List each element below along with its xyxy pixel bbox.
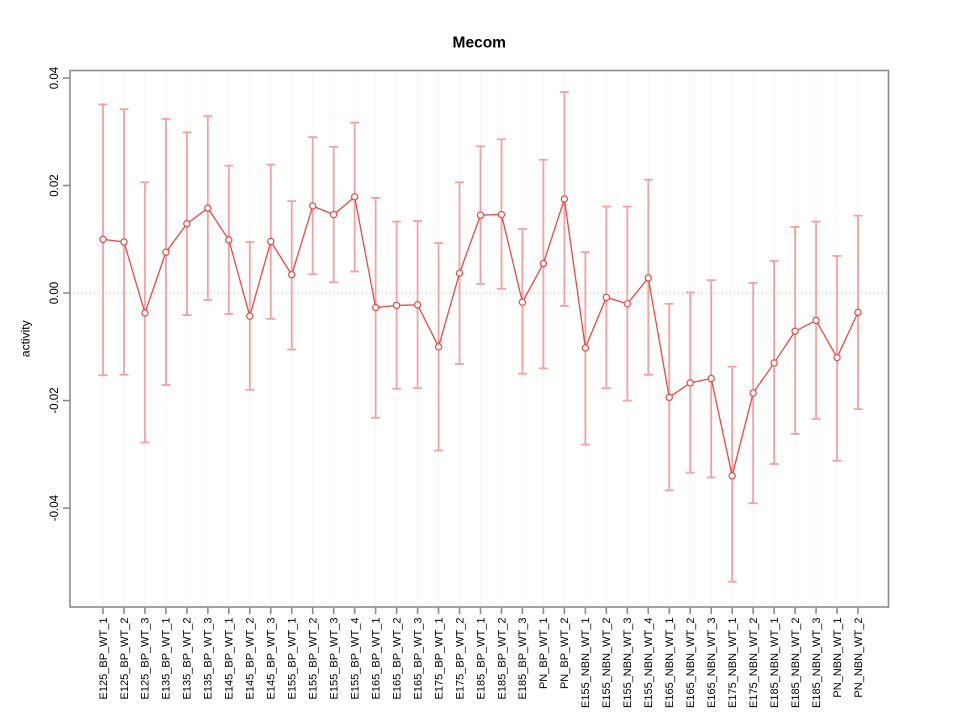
data-points <box>99 193 862 480</box>
data-point <box>204 204 212 212</box>
x-tick-label: PN_BP_WT_1 <box>538 618 550 690</box>
data-point <box>854 308 862 317</box>
data-point <box>476 211 485 219</box>
y-axis: 0.04 0.02 0.00 -0.02 -0.04 <box>49 66 70 521</box>
data-point <box>812 316 820 325</box>
x-tick-label: E155_BP_WT_2 <box>308 618 320 700</box>
gridlines <box>70 70 889 607</box>
data-point <box>791 327 799 335</box>
x-tick-label: E165_BP_WT_1 <box>370 618 382 700</box>
data-point <box>686 379 694 387</box>
data-point <box>183 220 191 228</box>
x-tick-label: E165_BP_WT_3 <box>412 618 424 700</box>
x-tick-label: E185_NBN_WT_1 <box>769 618 781 709</box>
data-point <box>602 293 611 302</box>
plot-border <box>69 69 890 608</box>
data-point <box>455 269 464 277</box>
data-point <box>728 472 736 480</box>
x-tick-label: E165_NBN_WT_1 <box>664 618 676 709</box>
data-point <box>350 193 359 201</box>
x-tick-label: E165_NBN_WT_2 <box>685 618 697 709</box>
data-point <box>770 359 778 367</box>
y-tick-label: 0.02 <box>49 174 61 196</box>
y-tick-label: 0.00 <box>49 282 61 304</box>
x-tick-label: E175_BP_WT_2 <box>454 618 466 700</box>
data-point <box>267 237 275 246</box>
x-tick-label: E155_BP_WT_1 <box>287 618 299 700</box>
x-tick-label: PN_BP_WT_2 <box>559 618 571 690</box>
x-tick-label: E155_NBN_WT_2 <box>601 618 613 709</box>
x-tick-label: E165_NBN_WT_3 <box>706 618 718 709</box>
y-tick-label: 0.04 <box>49 66 61 89</box>
data-point <box>833 353 841 362</box>
data-point <box>162 248 170 256</box>
x-tick-label: E185_NBN_WT_3 <box>811 618 823 709</box>
data-point <box>225 236 233 244</box>
y-tick-label: -0.02 <box>49 387 61 413</box>
x-tick-label: E125_BP_WT_3 <box>140 618 152 700</box>
x-tick-label: E155_NBN_WT_4 <box>643 618 655 709</box>
x-tick-label: E155_BP_WT_4 <box>349 618 361 700</box>
x-tick-label: E145_BP_WT_1 <box>224 618 236 700</box>
data-point <box>120 238 128 246</box>
x-tick-label: E155_NBN_WT_3 <box>622 618 634 709</box>
x-tick-label: E135_BP_WT_1 <box>161 618 173 700</box>
x-tick-label: E175_NBN_WT_1 <box>727 618 739 709</box>
x-tick-label: E185_BP_WT_1 <box>475 618 487 700</box>
data-point <box>371 303 380 312</box>
x-tick-label: E155_BP_WT_3 <box>328 618 340 700</box>
x-tick-label: E135_BP_WT_3 <box>203 618 215 700</box>
x-tick-label: E175_BP_WT_1 <box>433 618 445 700</box>
data-point <box>141 309 149 317</box>
data-point <box>246 312 254 320</box>
data-point <box>749 389 757 397</box>
x-tick-label: E185_BP_WT_2 <box>496 618 508 700</box>
data-point <box>707 374 715 383</box>
data-point <box>623 300 632 308</box>
data-point <box>99 235 107 243</box>
x-tick-label: PN_NBN_WT_1 <box>832 618 844 698</box>
data-point <box>581 344 590 352</box>
x-tick-label: E145_BP_WT_2 <box>245 618 257 700</box>
data-point <box>644 274 652 282</box>
error-bars <box>98 91 863 583</box>
x-axis: E125_BP_WT_1 E125_BP_WT_2 E125_BP_WT_3 E135… <box>98 607 865 708</box>
data-point <box>497 210 506 219</box>
x-tick-label: E135_BP_WT_2 <box>182 618 194 700</box>
x-tick-label: E125_BP_WT_2 <box>119 618 131 700</box>
chart-title: Mecom <box>453 35 506 52</box>
data-point <box>539 259 548 268</box>
data-point <box>518 298 527 306</box>
data-point <box>329 210 338 219</box>
x-tick-label: E185_BP_WT_3 <box>517 618 529 700</box>
data-point <box>560 195 569 203</box>
data-point <box>665 393 673 402</box>
x-tick-label: E175_NBN_WT_2 <box>748 618 760 709</box>
x-tick-label: E145_BP_WT_3 <box>266 618 278 700</box>
x-tick-label: E155_NBN_WT_1 <box>580 618 592 709</box>
data-point <box>434 343 443 351</box>
data-point <box>309 202 317 210</box>
x-tick-label: E125_BP_WT_1 <box>98 618 110 700</box>
x-tick-label: E165_BP_WT_2 <box>391 618 403 700</box>
y-tick-label: -0.04 <box>49 494 61 521</box>
y-axis-label: activity <box>19 320 33 357</box>
x-tick-label: E185_NBN_WT_2 <box>790 618 802 709</box>
data-point <box>392 301 401 310</box>
data-point <box>288 271 296 279</box>
data-point <box>413 301 422 309</box>
x-tick-label: PN_NBN_WT_2 <box>853 618 865 698</box>
